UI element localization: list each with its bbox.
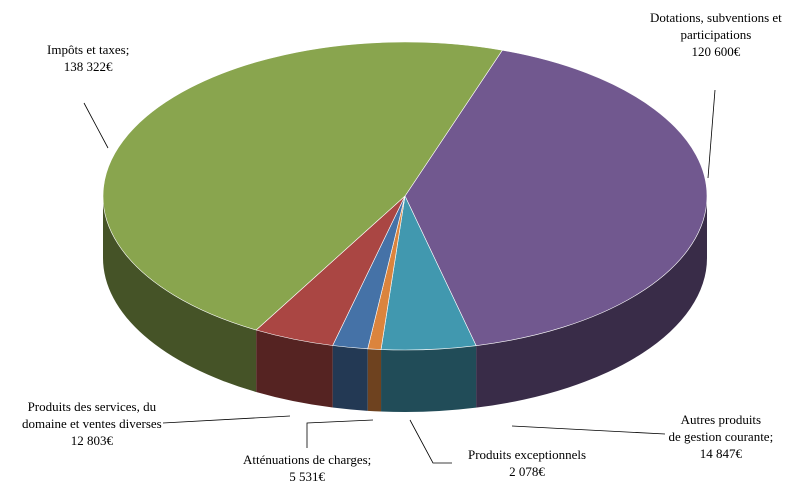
leader-line-1 xyxy=(707,89,716,179)
pie-slices xyxy=(102,41,708,351)
pie-side-3 xyxy=(367,348,382,412)
slice-value-label: 12 803€ xyxy=(70,433,113,448)
slice-value-label: 2 078€ xyxy=(509,464,545,479)
slice-label-text: Impôts et taxes; xyxy=(47,42,130,57)
slice-label-2: Autres produits de gestion courante; 14 84… xyxy=(669,411,774,462)
leader-line-3 xyxy=(409,419,452,464)
pie-side-2 xyxy=(381,345,477,412)
leader-line-4 xyxy=(306,419,374,448)
slice-label-text: Dotations, subventions et xyxy=(650,10,782,25)
slice-label-text: domaine et ventes diverses xyxy=(22,416,162,431)
pie-slice-1 xyxy=(404,49,708,346)
slice-value-label: 5 531€ xyxy=(289,469,326,484)
slice-label-6: Impôts et taxes; 138 322€ xyxy=(47,41,129,75)
pie-side-walls xyxy=(103,196,707,412)
pie-side-1 xyxy=(476,196,707,408)
slice-label-text: Atténuations de charges; xyxy=(243,452,372,467)
pie-side-4 xyxy=(332,345,368,411)
slice-label-5: Produits des services, du domaine et vent… xyxy=(22,398,162,449)
slice-label-text: Autres produits xyxy=(680,412,762,427)
leader-line-2 xyxy=(511,425,666,435)
slice-label-1: Dotations, subventions et participations 1… xyxy=(650,9,782,60)
leader-line-5 xyxy=(162,415,291,424)
leader-line-6 xyxy=(83,102,109,149)
slice-label-text: participations xyxy=(680,27,752,42)
slice-value-label: 138 322€ xyxy=(63,59,113,74)
slice-label-text: Produits exceptionnels xyxy=(468,447,587,462)
pie-slice-6 xyxy=(102,41,503,331)
slice-label-text: de gestion courante; xyxy=(668,429,774,444)
pie-side-5 xyxy=(256,329,333,408)
slice-label-4: Atténuations de charges; 5 531€ xyxy=(243,451,371,485)
slice-label-text: Produits des services, du xyxy=(27,399,157,414)
slice-label-3: Produits exceptionnels 2 078€ xyxy=(468,446,586,480)
leader-lines xyxy=(83,89,716,464)
slice-value-label: 14 847€ xyxy=(699,446,742,461)
slice-value-label: 120 600€ xyxy=(691,44,741,59)
pie-side-6 xyxy=(103,196,257,392)
